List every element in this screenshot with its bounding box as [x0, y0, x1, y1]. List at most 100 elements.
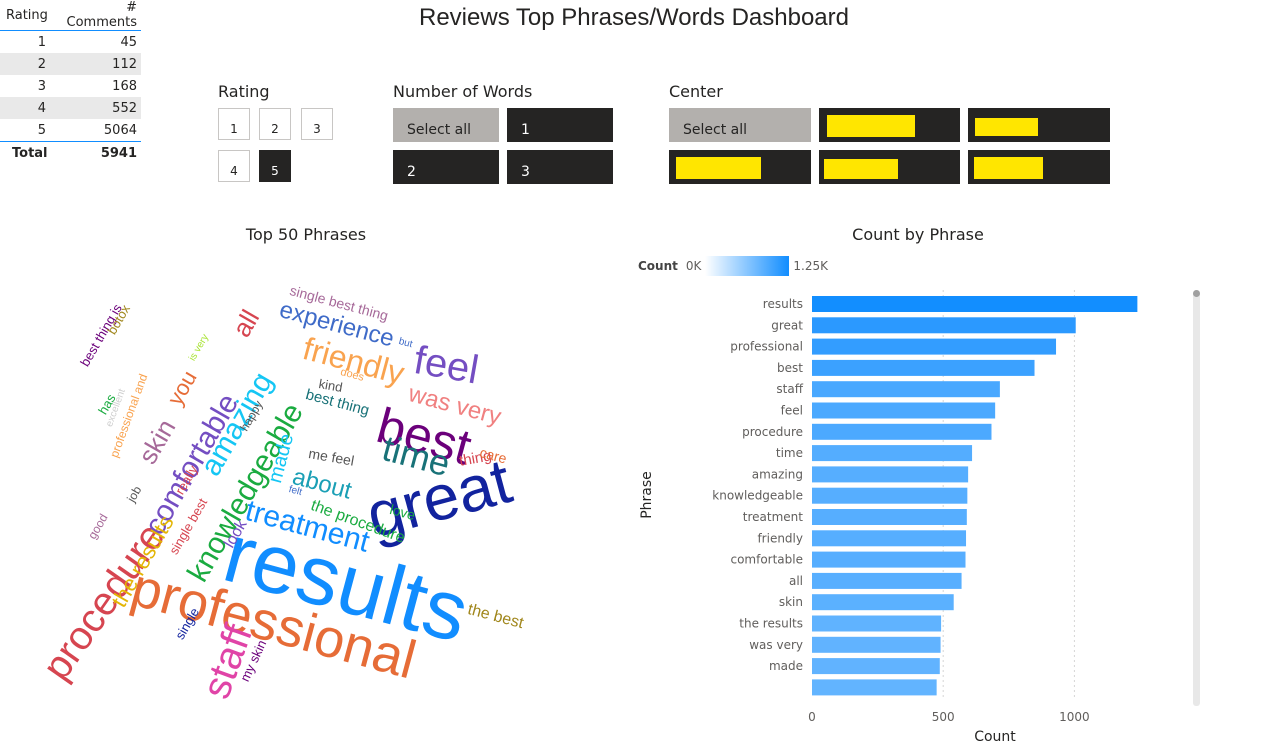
bar-chart-legend: Count 0K 1.25K	[638, 256, 828, 276]
legend-min: 0K	[685, 259, 702, 273]
y-tick-label: the results	[739, 617, 803, 631]
rating-cell: 3	[37, 78, 46, 94]
comment-count-cell: 5064	[103, 122, 137, 138]
wordcloud-word[interactable]: good	[85, 511, 111, 542]
ratings-table-header: Rating # Comments	[0, 0, 141, 31]
wordcloud-word[interactable]: the best	[465, 601, 526, 633]
bar[interactable]	[812, 658, 940, 675]
bar[interactable]	[812, 594, 954, 611]
legend-max: 1.25K	[793, 259, 828, 273]
y-tick-label: treatment	[743, 510, 803, 524]
legend-gradient	[705, 256, 790, 276]
center-select-all[interactable]: Select all	[669, 108, 811, 142]
total-value: 5941	[100, 145, 137, 161]
wordcloud-word[interactable]: you	[162, 366, 202, 410]
rating-option-4[interactable]: 4	[218, 150, 250, 182]
bar[interactable]	[812, 381, 1000, 398]
table-row: 5 5064	[0, 119, 141, 141]
table-row: 1 45	[0, 31, 141, 53]
y-tick-label: was very	[749, 638, 803, 652]
comment-count-cell: 168	[112, 78, 137, 94]
bar[interactable]	[812, 572, 962, 589]
y-tick-label: all	[789, 574, 803, 588]
y-tick-label: friendly	[757, 531, 803, 545]
page-title: Reviews Top Phrases/Words Dashboard	[419, 4, 849, 31]
center-slicer-title: Center	[669, 82, 723, 101]
bar[interactable]	[812, 359, 1035, 376]
redacted-highlight	[827, 115, 915, 137]
rating-option-1[interactable]: 1	[218, 108, 250, 140]
wordcloud-word[interactable]: felt	[287, 484, 304, 499]
bar[interactable]	[812, 487, 968, 504]
comment-count-cell: 552	[112, 100, 137, 116]
bar[interactable]	[812, 317, 1076, 334]
bar[interactable]	[812, 509, 967, 525]
bar[interactable]	[812, 615, 942, 632]
column-header-comments[interactable]: # Comments	[66, 0, 137, 30]
column-header-rating[interactable]: Rating	[6, 7, 48, 23]
words-option-1[interactable]: 1	[507, 108, 613, 142]
bar-chart-title: Count by Phrase	[852, 225, 984, 244]
rating-option-3[interactable]: 3	[301, 108, 333, 140]
bar-chart-scrollbar[interactable]	[1193, 290, 1200, 706]
table-row: 4 552	[0, 97, 141, 119]
center-option[interactable]	[819, 150, 960, 184]
table-total-row: Total 5941	[0, 141, 141, 164]
center-option[interactable]	[968, 150, 1110, 184]
bar[interactable]	[812, 423, 992, 440]
y-tick-label: professional	[730, 340, 803, 354]
bar[interactable]	[812, 466, 969, 483]
bar[interactable]	[812, 402, 996, 419]
y-tick-label: feel	[781, 404, 803, 418]
center-option[interactable]	[819, 108, 960, 142]
words-option-2[interactable]: 2	[393, 150, 499, 184]
rating-option-2[interactable]: 2	[259, 108, 291, 140]
redacted-highlight	[824, 159, 898, 179]
rating-cell: 4	[37, 100, 46, 116]
bar[interactable]	[812, 296, 1138, 312]
y-tick-label: great	[771, 318, 803, 332]
bar[interactable]	[812, 636, 941, 653]
rating-option-5[interactable]: 5	[259, 150, 291, 182]
y-tick-label: best	[777, 361, 803, 375]
y-tick-label: time	[776, 446, 803, 460]
bar[interactable]	[812, 551, 966, 568]
words-option-3[interactable]: 3	[507, 150, 613, 184]
x-axis-title: Count	[974, 729, 1016, 745]
table-row: 3 168	[0, 75, 141, 97]
wordcloud-word[interactable]: job	[124, 483, 145, 505]
wordcloud-word[interactable]: all	[226, 304, 266, 342]
rating-cell: 2	[37, 56, 46, 72]
total-label: Total	[12, 145, 48, 161]
words-select-all[interactable]: Select all	[393, 108, 499, 142]
y-tick-label: results	[763, 297, 803, 311]
x-tick-label: 1000	[1059, 710, 1090, 724]
center-option[interactable]	[968, 108, 1110, 142]
wordcloud: results professional great best procedure sta…	[0, 270, 560, 740]
y-tick-label: made	[769, 659, 803, 673]
bar[interactable]	[812, 445, 973, 462]
wordcloud-word[interactable]: skin	[132, 413, 182, 469]
y-axis-title: Phrase	[639, 471, 655, 519]
redacted-highlight	[676, 157, 761, 179]
scrollbar-thumb[interactable]	[1193, 290, 1200, 297]
table-row: 2 112	[0, 53, 141, 75]
comment-count-cell: 112	[112, 56, 137, 72]
rating-cell: 1	[37, 34, 46, 50]
wordcloud-word[interactable]: but	[397, 336, 414, 351]
y-tick-label: staff	[776, 382, 803, 396]
redacted-highlight	[974, 157, 1043, 179]
words-slicer-title: Number of Words	[393, 82, 533, 101]
bar[interactable]	[812, 338, 1057, 355]
rating-cell: 5	[37, 122, 46, 138]
y-tick-label: amazing	[752, 467, 803, 481]
comment-count-cell: 45	[120, 34, 137, 50]
bar[interactable]	[812, 679, 937, 696]
y-tick-label: knowledgeable	[712, 489, 803, 503]
y-tick-label: procedure	[742, 425, 803, 439]
center-option[interactable]	[669, 150, 811, 184]
wordcloud-word[interactable]: me feel	[307, 445, 356, 469]
wordcloud-title: Top 50 Phrases	[245, 225, 367, 244]
wordcloud-word[interactable]: is very	[187, 332, 212, 363]
bar[interactable]	[812, 530, 967, 547]
